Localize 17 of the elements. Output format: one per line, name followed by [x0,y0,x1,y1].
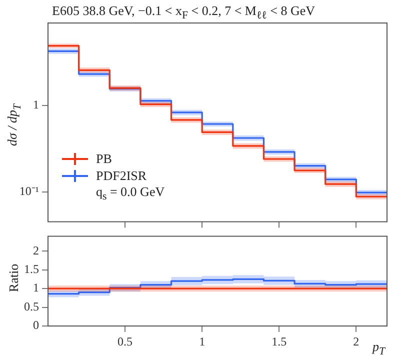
y-tick-label: 0 [33,318,39,332]
y-tick-label: 1 [33,280,39,295]
y-tick-label: 2 [33,243,39,258]
x-tick-label: 0.5 [118,334,133,348]
x-tick-label: 2 [353,334,360,348]
y-tick-label: 10⁻¹ [19,184,40,198]
y-tick-label: 0.5 [24,299,39,314]
chart-title: E605 38.8 GeV, −0.1 < x$_{F}$ < 0.2, 7 < M$_{ℓℓ}$ < 8 GeV [52,3,316,22]
legend-label: PDF2ISR [96,168,147,184]
y-tick-label: 1.5 [24,262,39,276]
x-tick-label: 1 [199,334,206,348]
annotation: q$_{s}$ = 0.0 GeV [95,184,165,203]
x-tick-label: 1.5 [272,334,287,348]
x-axis-title: p$_{T}$ [372,339,385,358]
y-axis-title: Ratio [6,263,22,292]
legend-label: PB [96,150,112,166]
y-tick-label: 1 [33,98,39,112]
